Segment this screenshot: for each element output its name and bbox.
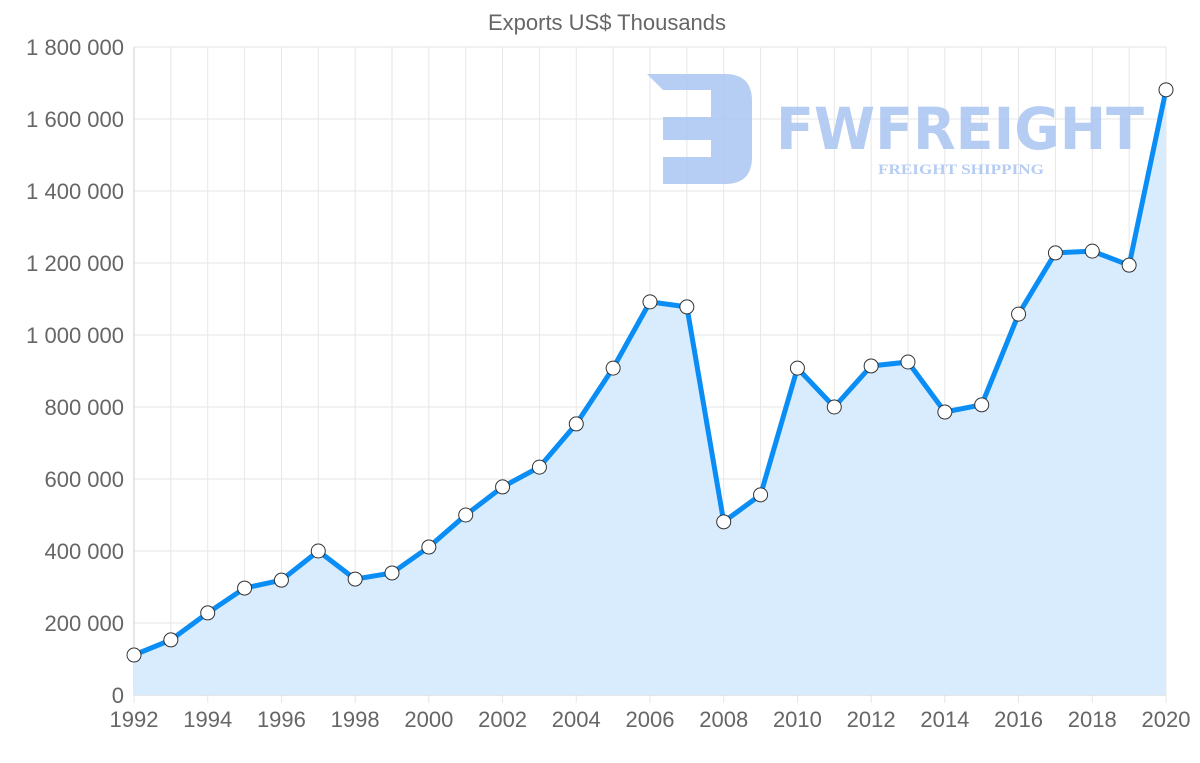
data-point-2003[interactable] [531,459,547,475]
y-tick-label: 800 000 [44,395,124,420]
data-point-2000[interactable] [421,539,437,555]
watermark-tagline: FREIGHT SHIPPING [878,162,1044,178]
data-point-2001[interactable] [458,507,474,523]
chart-title: Exports US$ Thousands [488,10,726,35]
data-point-1996[interactable] [273,572,289,588]
x-tick-label: 2000 [404,707,453,732]
y-tick-label: 1 800 000 [26,35,124,60]
watermark-logo: FWFREIGHT FREIGHT SHIPPING [647,74,1144,184]
data-point-1992[interactable] [126,647,142,663]
data-point-2019[interactable] [1121,257,1137,273]
y-tick-label: 1 600 000 [26,107,124,132]
data-point-2017[interactable] [1047,245,1063,261]
data-point-2015[interactable] [974,397,990,413]
x-tick-label: 2010 [773,707,822,732]
x-tick-label: 1992 [110,707,159,732]
data-point-1994[interactable] [200,605,216,621]
y-tick-label: 1 000 000 [26,323,124,348]
data-point-1995[interactable] [237,580,253,596]
watermark-brand: FWFREIGHT [776,95,1144,163]
data-point-1999[interactable] [384,565,400,581]
area-fill [134,89,1166,696]
y-tick-label: 0 [112,683,124,708]
x-tick-label: 2014 [920,707,969,732]
data-point-2008[interactable] [716,514,732,530]
x-tick-label: 2004 [552,707,601,732]
x-tick-label: 1996 [257,707,306,732]
y-tick-label: 1 400 000 [26,179,124,204]
x-tick-label: 2012 [847,707,896,732]
x-tick-label: 2002 [478,707,527,732]
series-exports [126,82,1174,696]
data-point-2020[interactable] [1158,82,1174,98]
x-tick-label: 2020 [1142,707,1191,732]
x-tick-label: 2018 [1068,707,1117,732]
data-point-1997[interactable] [310,543,326,559]
y-tick-label: 400 000 [44,539,124,564]
y-tick-label: 600 000 [44,467,124,492]
data-point-2004[interactable] [568,416,584,432]
data-point-2002[interactable] [495,479,511,495]
y-tick-label: 1 200 000 [26,251,124,276]
data-point-2011[interactable] [826,399,842,415]
data-point-2014[interactable] [937,404,953,420]
x-tick-label: 1998 [331,707,380,732]
data-point-2018[interactable] [1084,243,1100,259]
y-tick-label: 200 000 [44,611,124,636]
y-axis: 0 200 000 400 000 600 000 800 000 1 000 000 1 … [26,35,124,708]
data-point-2007[interactable] [679,299,695,315]
data-point-2016[interactable] [1011,306,1027,322]
data-point-2006[interactable] [642,294,658,310]
x-tick-label: 2006 [626,707,675,732]
data-point-2009[interactable] [753,487,769,503]
x-tick-label: 2016 [994,707,1043,732]
x-axis: 1992 1994 1996 1998 2000 2002 2004 2006 2008 2010… [110,707,1191,732]
data-point-2013[interactable] [900,354,916,370]
data-point-1998[interactable] [347,571,363,587]
x-tick-label: 1994 [183,707,232,732]
data-point-2010[interactable] [789,360,805,376]
data-point-1993[interactable] [163,632,179,648]
watermark-logo-mark [647,74,752,184]
x-tick-label: 2008 [699,707,748,732]
data-point-2012[interactable] [863,358,879,374]
data-point-2005[interactable] [605,360,621,376]
